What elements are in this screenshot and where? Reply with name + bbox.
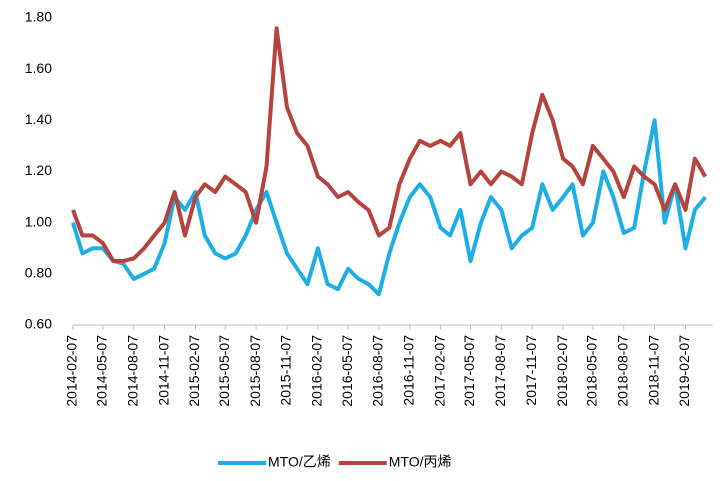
- x-tick-label: 2015-11-07: [278, 335, 294, 406]
- x-tick-label: 2014-02-07: [64, 335, 80, 407]
- legend-label: MTO/丙烯: [389, 454, 452, 470]
- x-tick-label: 2019-02-07: [676, 335, 692, 407]
- x-tick-label: 2014-05-07: [94, 335, 110, 407]
- x-tick-label: 2014-11-07: [155, 335, 171, 406]
- x-tick-label: 2015-02-07: [186, 335, 202, 407]
- x-tick-label: 2018-02-07: [554, 335, 570, 407]
- y-tick-label: 1.60: [25, 60, 52, 76]
- series-line: [71, 26, 708, 263]
- x-tick-label: 2016-08-07: [370, 335, 386, 407]
- x-tick-label: 2017-05-07: [461, 335, 477, 407]
- y-tick-label: 1.80: [25, 9, 52, 25]
- x-tick-label: 2017-02-07: [431, 335, 447, 407]
- x-tick-label: 2017-08-07: [492, 335, 508, 407]
- y-tick-label: 0.60: [25, 316, 52, 332]
- y-tick-label: 1.20: [25, 162, 52, 178]
- x-tick-label: 2016-11-07: [400, 335, 416, 406]
- x-tick-label: 2015-05-07: [216, 335, 232, 407]
- x-tick-label: 2018-11-07: [645, 335, 661, 406]
- x-tick-label: 2018-08-07: [614, 335, 630, 407]
- x-tick-label: 2014-08-07: [124, 335, 140, 407]
- legend-label: MTO/乙烯: [268, 454, 331, 470]
- x-tick-label: 2016-05-07: [339, 335, 355, 407]
- x-tick-label: 2017-11-07: [523, 335, 539, 406]
- x-tick-label: 2015-08-07: [247, 335, 263, 407]
- y-tick-label: 0.80: [25, 265, 52, 281]
- x-tick-label: 2018-05-07: [584, 335, 600, 407]
- y-tick-label: 1.40: [25, 111, 52, 127]
- x-tick-label: 2016-02-07: [309, 335, 325, 407]
- y-tick-label: 1.00: [25, 213, 52, 229]
